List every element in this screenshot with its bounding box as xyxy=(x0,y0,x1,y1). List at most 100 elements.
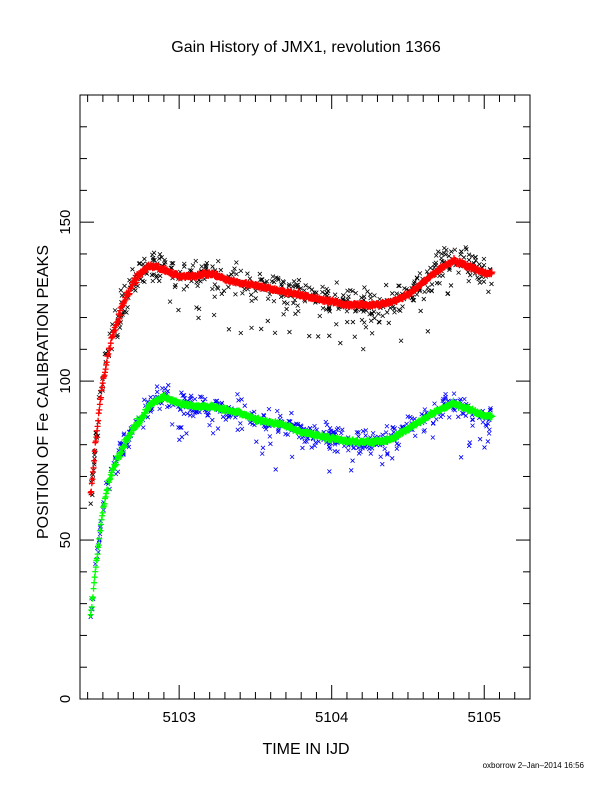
raw-marker xyxy=(226,284,231,290)
raw-marker xyxy=(248,292,254,298)
y-tick-label: 150 xyxy=(57,210,74,235)
fit-marker xyxy=(126,290,133,297)
raw-marker xyxy=(368,451,374,456)
raw-marker xyxy=(402,286,407,291)
fit-marker xyxy=(488,412,496,420)
raw-marker xyxy=(432,401,437,406)
raw-marker xyxy=(259,277,264,282)
raw-marker xyxy=(473,255,478,260)
raw-marker xyxy=(335,449,340,454)
raw-marker xyxy=(382,446,387,452)
raw-marker xyxy=(181,393,187,398)
raw-marker xyxy=(253,296,258,301)
y-tick-label: 50 xyxy=(57,532,74,549)
raw-marker xyxy=(383,282,389,288)
raw-marker xyxy=(197,394,203,399)
raw-marker xyxy=(238,330,244,336)
raw-marker xyxy=(239,397,244,402)
raw-marker xyxy=(169,422,175,427)
raw-marker xyxy=(317,313,323,319)
raw-marker xyxy=(286,283,292,289)
raw-marker xyxy=(199,264,205,269)
raw-marker xyxy=(281,311,286,317)
raw-marker xyxy=(356,430,361,435)
raw-marker xyxy=(421,296,427,302)
raw-marker xyxy=(440,398,446,404)
raw-marker xyxy=(412,433,418,439)
raw-marker xyxy=(456,270,461,275)
fit-marker xyxy=(99,509,106,516)
raw-marker xyxy=(266,406,272,412)
raw-marker xyxy=(320,289,325,295)
raw-marker xyxy=(289,410,294,416)
raw-marker xyxy=(178,425,183,430)
raw-marker xyxy=(394,291,400,296)
raw-marker xyxy=(150,255,156,261)
raw-marker xyxy=(144,271,150,276)
raw-marker xyxy=(435,249,441,254)
fit-marker xyxy=(108,472,115,479)
raw-marker xyxy=(273,467,278,472)
raw-marker xyxy=(333,321,339,327)
raw-marker xyxy=(422,407,428,412)
raw-marker xyxy=(180,393,186,398)
raw-marker xyxy=(324,422,330,428)
raw-marker xyxy=(368,295,373,301)
raw-marker xyxy=(352,309,358,314)
raw-marker xyxy=(247,420,253,425)
raw-marker xyxy=(352,334,358,340)
raw-marker xyxy=(291,300,296,306)
raw-marker xyxy=(470,417,476,423)
fit-marker xyxy=(91,574,98,581)
chart-title: Gain History of JMX1, revolution 1366 xyxy=(171,39,441,56)
raw-marker xyxy=(397,283,402,289)
raw-marker xyxy=(236,398,241,403)
raw-marker xyxy=(283,431,288,437)
raw-marker xyxy=(466,443,472,449)
raw-marker xyxy=(363,324,369,330)
raw-marker xyxy=(424,269,430,274)
raw-marker xyxy=(249,298,254,304)
raw-marker xyxy=(205,412,211,418)
raw-marker xyxy=(303,283,308,288)
raw-marker xyxy=(442,396,448,402)
raw-marker xyxy=(385,452,390,457)
raw-marker xyxy=(165,404,170,410)
fit-marker xyxy=(98,394,105,401)
fit-marker xyxy=(90,585,97,592)
fit-marker xyxy=(96,406,103,413)
raw-marker xyxy=(268,441,273,447)
raw-marker xyxy=(269,279,275,284)
raw-marker xyxy=(306,285,312,290)
raw-marker xyxy=(156,256,162,261)
raw-marker xyxy=(336,306,341,312)
raw-marker xyxy=(162,261,167,267)
raw-marker xyxy=(279,282,284,287)
x-tick-label: 5103 xyxy=(162,709,195,726)
raw-marker xyxy=(430,421,436,426)
raw-marker xyxy=(223,417,229,422)
raw-marker xyxy=(383,430,389,435)
raw-marker xyxy=(475,275,480,280)
raw-marker xyxy=(361,294,367,299)
raw-marker xyxy=(397,308,403,314)
raw-marker xyxy=(365,289,370,294)
raw-marker xyxy=(463,413,469,419)
raw-marker xyxy=(157,252,163,257)
raw-marker xyxy=(332,442,338,447)
raw-marker xyxy=(204,260,210,266)
raw-marker xyxy=(154,389,160,395)
raw-marker xyxy=(232,266,237,271)
raw-marker xyxy=(448,249,454,254)
tick-labels: 5103 5104 5105 0 50 100 150 xyxy=(57,210,501,726)
raw-marker xyxy=(458,397,463,402)
fit-marker xyxy=(105,350,112,357)
raw-marker xyxy=(193,258,199,264)
raw-marker xyxy=(481,256,487,262)
raw-marker xyxy=(157,406,162,412)
fit-marker xyxy=(91,448,98,455)
raw-marker xyxy=(385,450,390,456)
raw-marker xyxy=(284,306,289,312)
raw-marker xyxy=(159,255,164,260)
raw-marker xyxy=(389,291,395,296)
